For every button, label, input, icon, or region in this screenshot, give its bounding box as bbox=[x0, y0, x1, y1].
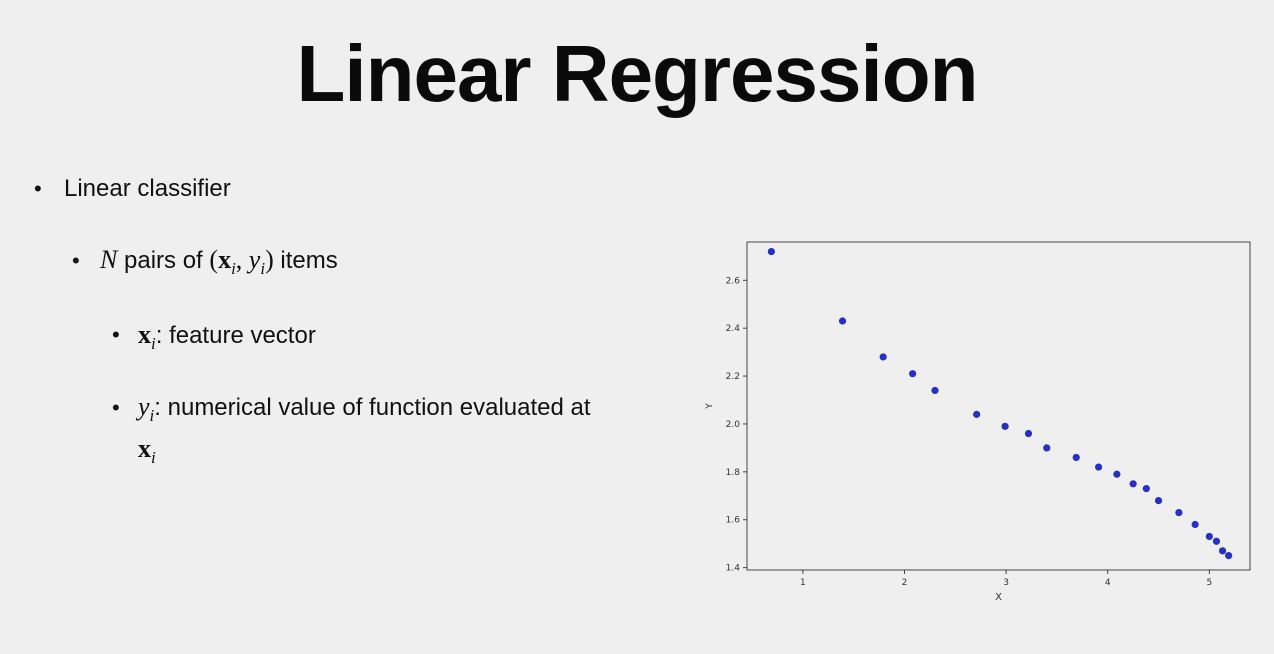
scatter-point bbox=[931, 386, 939, 395]
x-tick-label: 1 bbox=[800, 578, 806, 588]
bullet-text: Linear classifier bbox=[64, 175, 231, 202]
y-tick-label: 2.6 bbox=[726, 276, 741, 286]
bullet-linear-classifier: Linear classifier bbox=[64, 174, 231, 204]
bullet-dot: • bbox=[72, 248, 80, 273]
math-paren-close: ) bbox=[265, 245, 274, 274]
x-tick-label: 5 bbox=[1206, 578, 1212, 588]
bullet-text: items bbox=[273, 247, 338, 274]
scatter-chart: 1 2 3 4 5 1.4 1.6 1.8 2.0 2.2 2.4 2.6 X Y bbox=[700, 230, 1260, 610]
scatter-point bbox=[1191, 520, 1199, 529]
y-tick-label: 1.8 bbox=[726, 468, 741, 478]
math-sub-i: i bbox=[149, 406, 155, 425]
scatter-point bbox=[1094, 463, 1103, 471]
bullet-feature-vector: xi: feature vector bbox=[138, 320, 316, 353]
bullet-dot: • bbox=[34, 176, 42, 201]
bullet-text: : numerical value of function evaluated … bbox=[154, 394, 591, 421]
scatter-point bbox=[1001, 422, 1009, 430]
scatter-point bbox=[879, 353, 887, 361]
y-tick-label: 2.4 bbox=[726, 324, 741, 334]
scatter-point bbox=[1225, 552, 1233, 560]
bullet-text: pairs of bbox=[117, 247, 210, 274]
math-y: y bbox=[248, 245, 261, 274]
x-axis-ticks: 1 2 3 4 5 bbox=[800, 570, 1212, 588]
scatter-point bbox=[1218, 547, 1227, 555]
scatter-point bbox=[1043, 444, 1051, 452]
scatter-point bbox=[1212, 537, 1221, 545]
y-tick-label: 2.0 bbox=[726, 420, 741, 430]
math-sub-i: i bbox=[151, 448, 156, 467]
bullet-n-pairs: N pairs of (xi, yi) items bbox=[100, 245, 338, 278]
scatter-point bbox=[1205, 532, 1213, 541]
x-tick-label: 4 bbox=[1105, 578, 1111, 588]
math-n: N bbox=[100, 245, 118, 274]
scatter-point bbox=[1113, 470, 1121, 478]
y-tick-label: 1.6 bbox=[726, 516, 741, 526]
math-paren-open: ( bbox=[209, 245, 219, 274]
scatter-point bbox=[1129, 480, 1137, 488]
bullet-numerical-value-cont: xi bbox=[138, 434, 156, 467]
scatter-point bbox=[973, 410, 981, 418]
y-axis-ticks: 1.4 1.6 1.8 2.0 2.2 2.4 2.6 bbox=[726, 276, 747, 574]
math-x: x bbox=[138, 434, 151, 463]
scatter-point bbox=[838, 317, 847, 325]
plot-background bbox=[700, 230, 1260, 610]
y-tick-label: 2.2 bbox=[726, 372, 740, 382]
scatter-point bbox=[1175, 508, 1183, 517]
x-tick-label: 3 bbox=[1003, 578, 1009, 588]
y-tick-label: 1.4 bbox=[726, 564, 741, 574]
x-tick-label: 2 bbox=[902, 578, 908, 588]
bullet-dot: • bbox=[112, 322, 120, 347]
math-x: x bbox=[218, 245, 232, 274]
math-x: x bbox=[138, 320, 151, 349]
bullet-text: : feature vector bbox=[155, 322, 316, 349]
math-comma: , bbox=[235, 245, 249, 274]
x-axis-label: X bbox=[995, 592, 1002, 603]
scatter-points bbox=[767, 247, 1233, 560]
scatter-point bbox=[1024, 429, 1033, 438]
scatter-point bbox=[909, 370, 917, 378]
scatter-point bbox=[1142, 484, 1150, 493]
plot-frame bbox=[746, 241, 1251, 571]
math-sub-i: i bbox=[260, 259, 266, 278]
scatter-point bbox=[1072, 453, 1080, 462]
bullet-numerical-value: yi: numerical value of function evaluate… bbox=[138, 392, 591, 425]
math-sub-i: i bbox=[231, 259, 236, 278]
slide-title: Linear Regression bbox=[296, 29, 978, 118]
bullet-list: • Linear classifier • N pairs of (xi, yi… bbox=[34, 174, 591, 467]
y-axis-label: Y bbox=[705, 403, 715, 410]
math-y: y bbox=[138, 392, 150, 421]
scatter-point bbox=[1154, 496, 1163, 505]
bullet-dot: • bbox=[112, 395, 120, 420]
math-sub-i: i bbox=[151, 334, 156, 353]
scatter-point bbox=[767, 247, 775, 256]
